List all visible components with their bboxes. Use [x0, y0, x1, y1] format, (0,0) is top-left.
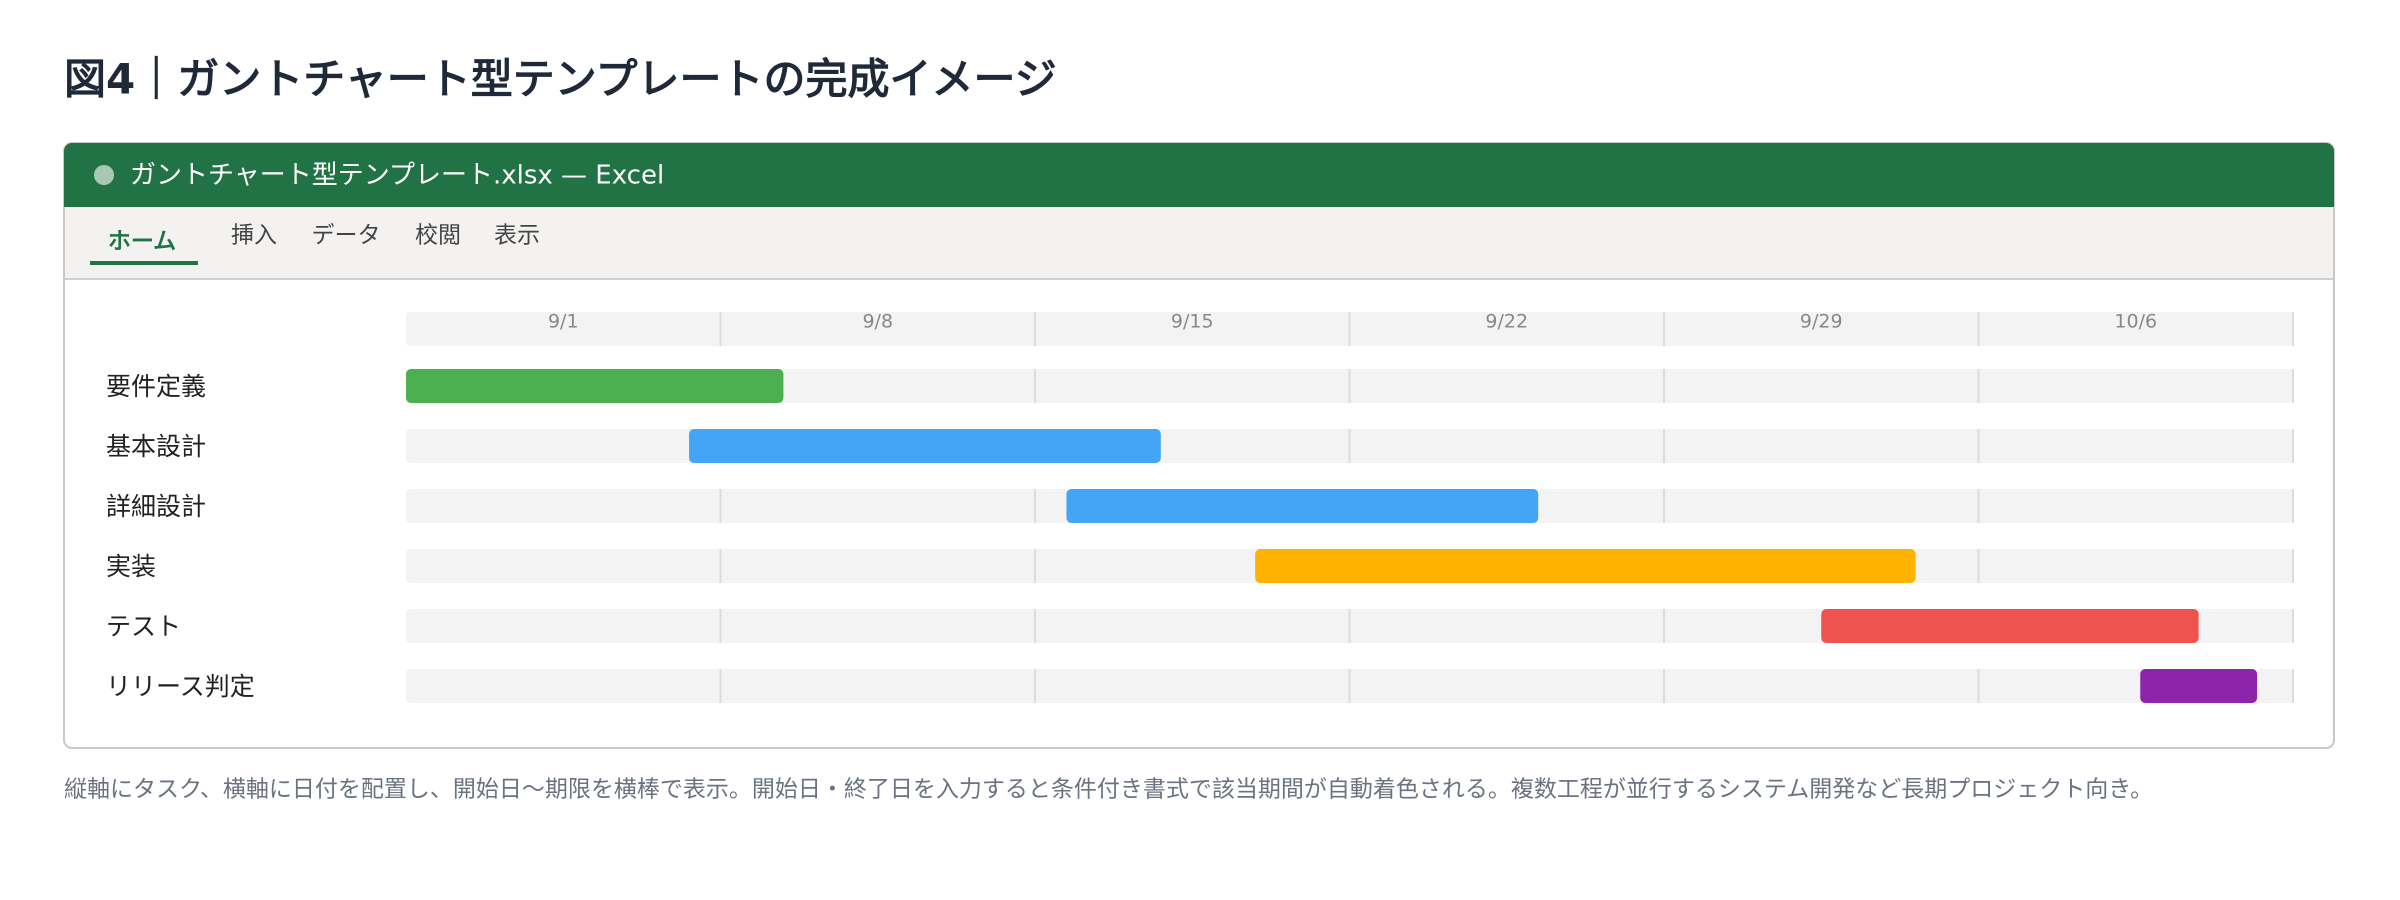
x-tick-label: 9/8 — [862, 311, 893, 333]
task-bar — [1255, 549, 1916, 583]
task-bar — [689, 429, 1161, 463]
ribbon-tab[interactable]: 表示 — [494, 223, 540, 249]
task-label: テスト — [106, 612, 181, 641]
active-tab-underline — [90, 261, 198, 265]
window-dot — [94, 165, 114, 185]
task-bar — [1821, 609, 2199, 643]
task-bar — [2140, 669, 2258, 703]
x-tick-label: 9/15 — [1171, 311, 1214, 333]
caption: 縦軸にタスク、横軸に日付を配置し、開始日〜期限を横棒で表示。開始日・終了日を入力… — [64, 777, 2153, 803]
task-bar — [406, 369, 784, 403]
page-title: 図4｜ガントチャート型テンプレートの完成イメージ — [64, 55, 1057, 104]
ribbon-tab[interactable]: 校閲 — [415, 223, 461, 249]
ribbon — [65, 207, 2333, 279]
task-bar — [1066, 489, 1539, 523]
x-tick-label: 9/1 — [548, 311, 579, 333]
ribbon-tab[interactable]: 挿入 — [231, 223, 277, 249]
task-label: 要件定義 — [106, 372, 206, 401]
task-label: 実装 — [106, 552, 156, 581]
task-label: リリース判定 — [106, 672, 255, 701]
ribbon-tab[interactable]: ホーム — [108, 229, 176, 255]
title-bar — [64, 143, 2334, 207]
task-label: 詳細設計 — [106, 492, 206, 521]
task-label: 基本設計 — [106, 432, 206, 461]
x-tick-label: 9/29 — [1800, 311, 1843, 333]
window-title: ガントチャート型テンプレート.xlsx — Excel — [130, 161, 664, 191]
ribbon-tab[interactable]: データ — [312, 223, 381, 249]
x-tick-label: 9/22 — [1485, 311, 1528, 333]
x-tick-label: 10/6 — [2114, 311, 2157, 333]
